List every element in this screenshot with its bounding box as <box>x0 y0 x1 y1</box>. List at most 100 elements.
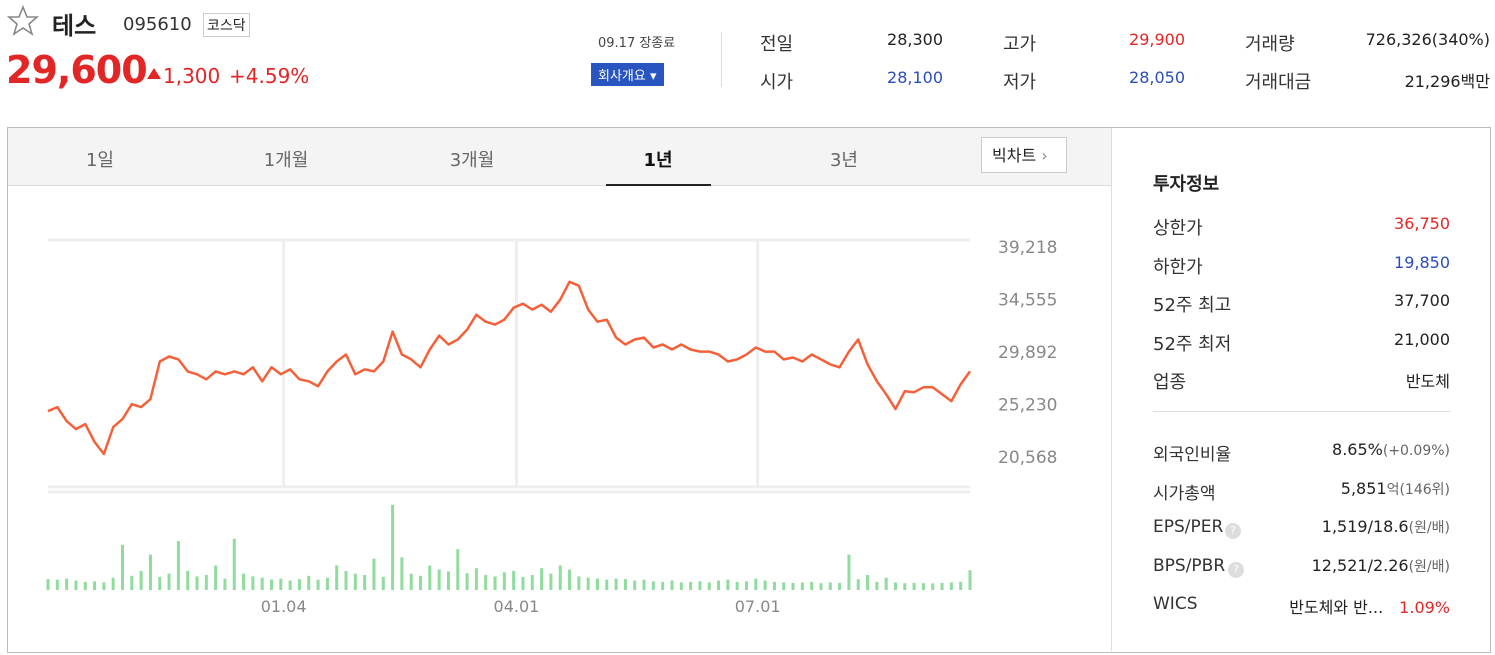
stat-value: 21,296백만 <box>1404 72 1490 91</box>
volume-bar <box>484 575 488 590</box>
stat-label: 거래대금 <box>1245 72 1312 93</box>
volume-bar <box>717 580 721 590</box>
volume-bar <box>661 581 665 590</box>
volume-bar <box>391 504 395 590</box>
volume-bar <box>446 571 450 590</box>
stat-value: 28,050 <box>1129 68 1185 87</box>
stat-value: 726,326(340%) <box>1365 30 1490 49</box>
y-tick-label: 20,568 <box>998 448 1057 468</box>
volume-bar <box>195 576 199 590</box>
info-label: EPS/PER <box>1153 517 1224 537</box>
volume-bar <box>949 582 953 590</box>
volume-bar <box>83 581 87 590</box>
up-arrow <box>147 68 161 79</box>
volume-bar <box>558 565 562 590</box>
volume-bar <box>130 575 134 590</box>
period-tab[interactable]: 1년 <box>643 150 673 171</box>
info-label: 52주 최고 <box>1153 295 1232 316</box>
period-tab[interactable]: 3년 <box>829 150 858 171</box>
volume-bar <box>204 575 208 590</box>
info-label: 외국인비율 <box>1153 445 1232 465</box>
divider <box>721 32 722 87</box>
volume-bar <box>772 581 776 590</box>
big-chart-label: 빅차트 <box>992 146 1037 165</box>
favorite-star[interactable] <box>6 4 40 36</box>
volume-bar <box>959 581 963 590</box>
volume-bar <box>903 583 907 590</box>
volume-bar <box>502 572 506 590</box>
info-value: 12,521/2.26(원/배) <box>1312 556 1450 576</box>
volume-bar <box>726 579 730 590</box>
tab-bar <box>8 128 1111 186</box>
volume-bar <box>251 576 255 590</box>
info-label: 상한가 <box>1153 218 1203 239</box>
volume-bar <box>763 580 767 590</box>
volume-bar <box>577 576 581 590</box>
volume-bar <box>670 580 674 590</box>
info-label: BPS/PBR <box>1153 555 1226 576</box>
volume-bar <box>707 582 711 590</box>
volume-bar <box>512 570 516 590</box>
volume-bar <box>884 577 888 590</box>
volume-bar <box>214 565 218 590</box>
volume-bar <box>782 582 786 590</box>
volume-bar <box>344 570 348 590</box>
volume-bar <box>921 583 925 590</box>
info-label: 52주 최저 <box>1153 333 1232 355</box>
volume-bar <box>232 538 236 590</box>
volume-bar <box>605 579 609 590</box>
main-box <box>7 127 1491 653</box>
info-value: 5,851억(146위) <box>1341 479 1450 499</box>
volume-bar <box>372 558 376 590</box>
stat-label: 저가 <box>1003 72 1037 93</box>
info-value-main: 8.65% <box>1332 440 1383 459</box>
company-button[interactable]: 회사개요 ▾ <box>591 63 664 86</box>
x-tick-label: 01.04 <box>261 597 307 616</box>
y-tick-label: 34,555 <box>998 291 1057 311</box>
volume-bar <box>810 581 814 590</box>
period-tab[interactable]: 3개월 <box>449 150 495 171</box>
stock-name: 테스 <box>52 12 97 40</box>
stat-label: 전일 <box>760 34 794 55</box>
volume-bar <box>111 577 115 590</box>
company-button-label: 회사개요 <box>598 69 646 84</box>
info-value: 반도체와 반... 1.09% <box>1289 594 1450 618</box>
period-tab[interactable]: 1일 <box>85 150 114 171</box>
market-badge: 코스닥 <box>203 13 250 37</box>
help-icon[interactable]: ? <box>1225 523 1241 539</box>
volume-bar <box>186 570 190 590</box>
volume-bar <box>698 581 702 590</box>
period-tab[interactable]: 1개월 <box>263 150 309 171</box>
volume-bar <box>121 544 125 590</box>
volume-bar <box>270 579 274 590</box>
x-tick-label: 07.01 <box>735 597 781 616</box>
volume-bar <box>419 575 423 590</box>
info-value-sub: (+0.09%) <box>1382 443 1450 459</box>
volume-bar <box>540 568 544 590</box>
volume-bar <box>866 575 870 590</box>
info-label: WICS <box>1153 594 1198 614</box>
volume-bar <box>148 554 152 590</box>
y-tick-label: 29,892 <box>998 343 1057 363</box>
volume-bar <box>167 573 171 590</box>
tab-underline <box>606 184 711 186</box>
volume-bar <box>260 577 264 590</box>
volume-bar <box>307 575 311 590</box>
stat-value: 28,300 <box>887 30 943 49</box>
big-chart-button[interactable]: 빅차트 › <box>981 137 1067 173</box>
volume-bar <box>428 565 432 590</box>
info-value: 36,750 <box>1394 214 1450 233</box>
chart: 01.04 04.01 07.01 20,568 25,230 29,892 34,555 3… <box>46 238 1057 616</box>
info-value-sub: (원/배) <box>1408 520 1450 536</box>
help-icon[interactable]: ? <box>1228 561 1244 578</box>
volume-bar <box>530 575 534 590</box>
volume-bar <box>93 581 97 590</box>
volume-bar <box>465 573 469 590</box>
stock-code: 095610 <box>123 14 192 35</box>
volume-bar <box>744 581 748 590</box>
volume-bar <box>679 582 683 590</box>
volume-bar <box>791 582 795 590</box>
volume-bar <box>493 576 497 590</box>
info-title: 투자정보 <box>1153 174 1220 195</box>
